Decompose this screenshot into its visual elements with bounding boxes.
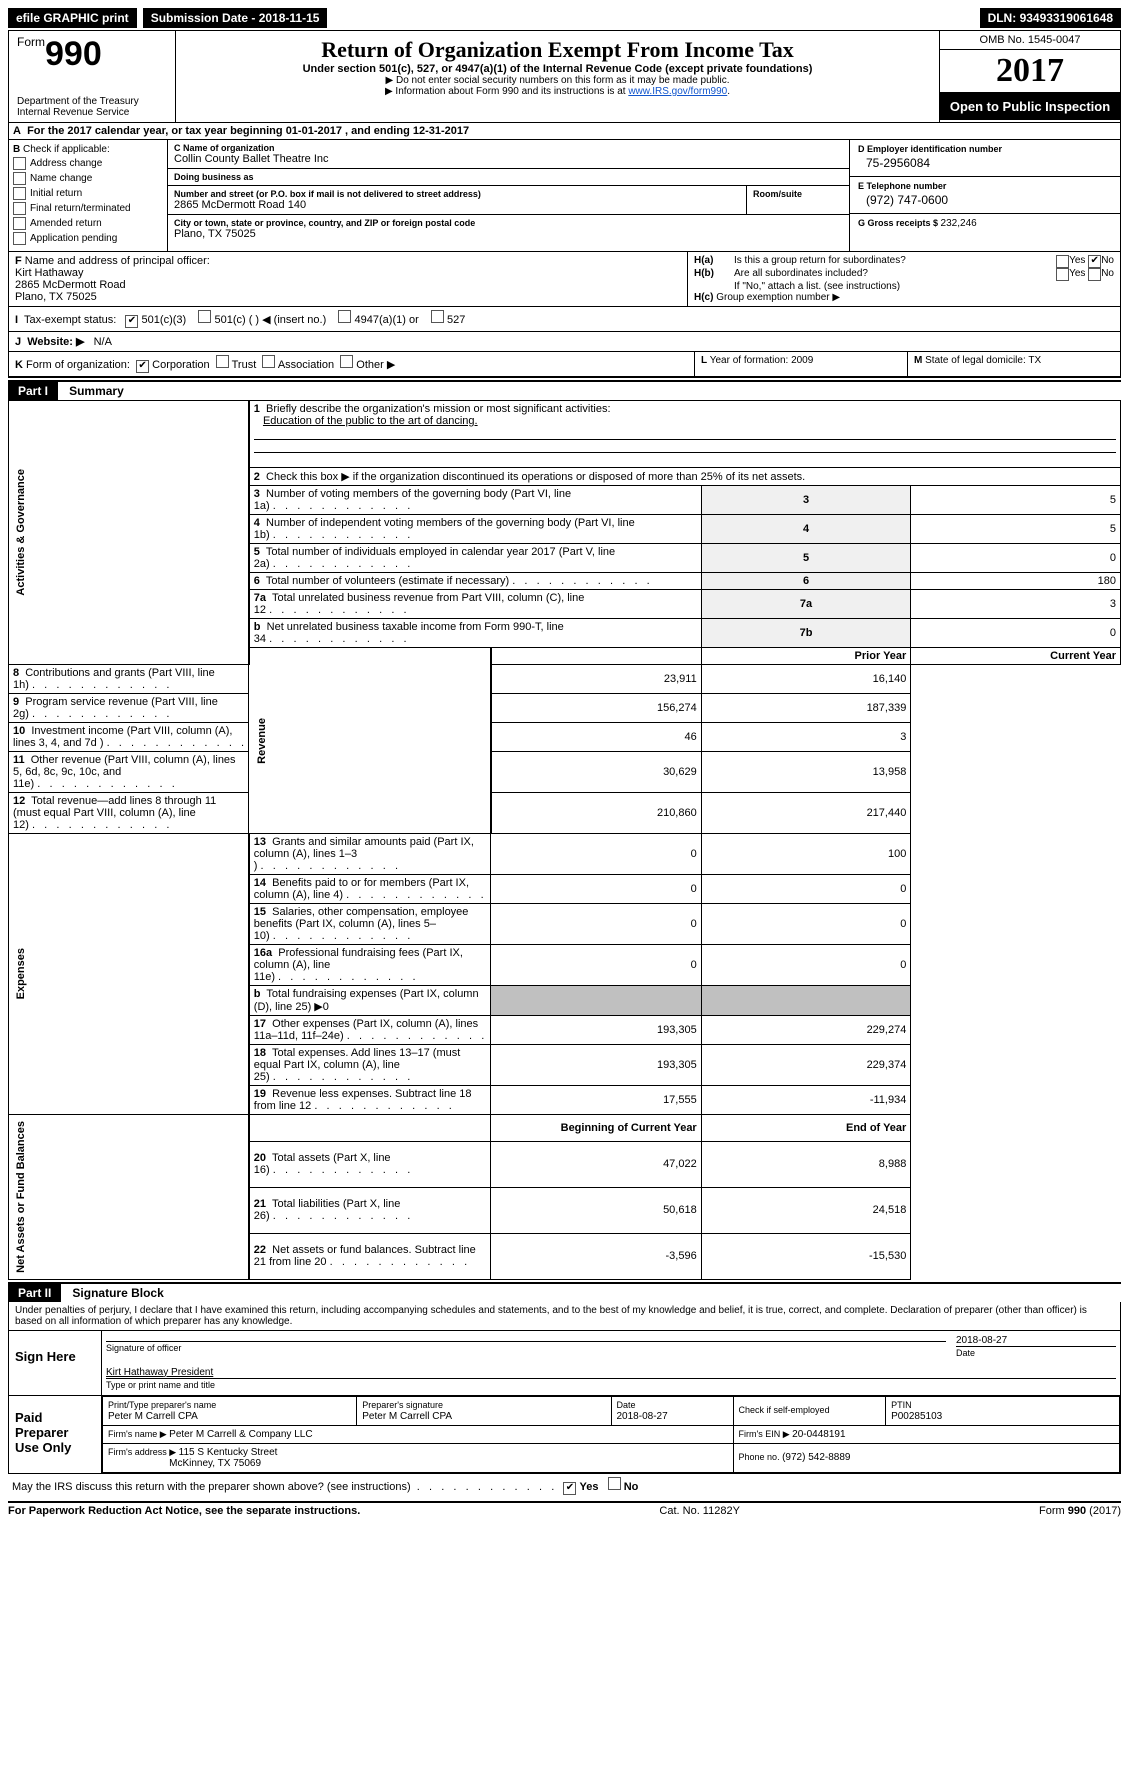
table-row: 12 Total revenue—add lines 8 through 11 …	[9, 793, 1121, 834]
irs-link[interactable]: www.IRS.gov/form990	[628, 86, 727, 97]
irs-label: Internal Revenue Service	[17, 107, 167, 118]
efile-tag: efile GRAPHIC print	[8, 8, 137, 28]
checkbox-initial-return[interactable]	[13, 187, 26, 200]
firm-phone: (972) 542-8889	[782, 1452, 850, 1463]
part-1-header: Part I Summary	[8, 380, 1121, 400]
org-city: Plano, TX 75025	[174, 228, 843, 240]
phone: (972) 747-0600	[858, 191, 1112, 209]
checkbox-group-yes[interactable]	[1056, 255, 1069, 268]
row-a: A For the 2017 calendar year, or tax yea…	[8, 123, 1121, 140]
preparer-block: Paid Preparer Use Only Print/Type prepar…	[8, 1396, 1121, 1474]
checkbox-discuss-no[interactable]	[608, 1477, 621, 1490]
row-i: I Tax-exempt status: 501(c)(3) 501(c) ( …	[8, 307, 1121, 332]
checkbox-name-change[interactable]	[13, 172, 26, 185]
form-title: Return of Organization Exempt From Incom…	[182, 37, 933, 63]
paid-preparer-label: Paid Preparer Use Only	[9, 1396, 102, 1473]
checkbox-discuss-yes[interactable]	[563, 1482, 576, 1495]
form-number-box: Form990 Department of the Treasury Inter…	[9, 31, 176, 122]
table-row: 9 Program service revenue (Part VIII, li…	[9, 694, 1121, 723]
perjury-text: Under penalties of perjury, I declare th…	[8, 1302, 1121, 1331]
omb-year-box: OMB No. 1545-0047 2017 Open to Public In…	[940, 31, 1120, 122]
officer-typed-name: Kirt Hathaway President	[106, 1367, 213, 1378]
signature-block: Sign Here Signature of officer 2018-08-2…	[8, 1331, 1121, 1396]
side-label-net: Net Assets or Fund Balances	[13, 1117, 29, 1277]
col-d-ein-phone: D Employer identification number 75-2956…	[849, 140, 1120, 251]
checkbox-other[interactable]	[340, 355, 353, 368]
entity-info-box: B Check if applicable: Address change Na…	[8, 140, 1121, 252]
side-label-governance: Activities & Governance	[13, 465, 29, 600]
org-street: 2865 McDermott Road 140	[174, 199, 740, 211]
form-number: 990	[45, 35, 102, 73]
firm-name: Peter M Carrell & Company LLC	[169, 1429, 312, 1440]
form-ref: Form 990 (2017)	[1039, 1505, 1121, 1517]
org-name: Collin County Ballet Theatre Inc	[174, 153, 843, 165]
header-block: Form990 Department of the Treasury Inter…	[8, 30, 1121, 123]
topbar: efile GRAPHIC print Submission Date - 20…	[8, 8, 1121, 28]
row-f-h: F Name and address of principal officer:…	[8, 252, 1121, 307]
dept-treasury: Department of the Treasury	[17, 96, 167, 107]
submission-tag: Submission Date - 2018-11-15	[143, 8, 328, 28]
col-b-checkboxes: B Check if applicable: Address change Na…	[9, 140, 168, 251]
state-domicile: TX	[1028, 355, 1041, 366]
checkbox-527[interactable]	[431, 310, 444, 323]
col-end-year: End of Year	[701, 1115, 911, 1142]
officer-name: Kirt Hathaway	[15, 267, 83, 279]
dln-tag: DLN: 93493319061648	[980, 8, 1121, 28]
checkbox-address-change[interactable]	[13, 157, 26, 170]
preparer-name: Peter M Carrell CPA	[108, 1411, 198, 1422]
website: N/A	[94, 336, 112, 348]
table-row: 11 Other revenue (Part VIII, column (A),…	[9, 752, 1121, 793]
ein: 75-2956084	[858, 154, 1112, 172]
side-label-expenses: Expenses	[13, 944, 29, 1003]
col-current-year: Current Year	[911, 648, 1121, 665]
col-begin-year: Beginning of Current Year	[491, 1115, 701, 1142]
sign-here-label: Sign Here	[9, 1331, 102, 1395]
checkbox-group-no[interactable]	[1088, 255, 1101, 268]
form-subtitle: Under section 501(c), 527, or 4947(a)(1)…	[182, 63, 933, 75]
checkbox-4947[interactable]	[338, 310, 351, 323]
part1-table: Activities & Governance 1 Briefly descri…	[8, 400, 1121, 1280]
cat-no: Cat. No. 11282Y	[659, 1505, 740, 1517]
row-j: J Website: ▶ N/A	[8, 332, 1121, 352]
row-k: K Form of organization: Corporation Trus…	[8, 352, 1121, 378]
discuss-row: May the IRS discuss this return with the…	[8, 1474, 1121, 1498]
footer: For Paperwork Reduction Act Notice, see …	[8, 1501, 1121, 1517]
checkbox-amended[interactable]	[13, 217, 26, 230]
col-prior-year: Prior Year	[701, 648, 911, 665]
checkbox-subs-no[interactable]	[1088, 268, 1101, 281]
mission: Education of the public to the art of da…	[263, 415, 478, 427]
public-inspection: Open to Public Inspection	[940, 93, 1120, 120]
firm-ein: 20-0448191	[792, 1429, 845, 1440]
table-row: 8 Contributions and grants (Part VIII, l…	[9, 665, 1121, 694]
title-box: Return of Organization Exempt From Incom…	[176, 31, 940, 122]
col-c-org-info: C Name of organization Collin County Bal…	[168, 140, 849, 251]
checkbox-501c[interactable]	[198, 310, 211, 323]
ptin: P00285103	[891, 1411, 942, 1422]
year-formation: 2009	[791, 355, 813, 366]
paperwork-notice: For Paperwork Reduction Act Notice, see …	[8, 1505, 360, 1517]
checkbox-assoc[interactable]	[262, 355, 275, 368]
omb-number: OMB No. 1545-0047	[940, 31, 1120, 50]
checkbox-app-pending[interactable]	[13, 232, 26, 245]
tax-year: 2017	[940, 50, 1120, 93]
checkbox-501c3[interactable]	[125, 315, 138, 328]
part-2-header: Part II Signature Block	[8, 1282, 1121, 1302]
table-row: 10 Investment income (Part VIII, column …	[9, 723, 1121, 752]
checkbox-subs-yes[interactable]	[1056, 268, 1069, 281]
checkbox-corp[interactable]	[136, 360, 149, 373]
gross-receipts: 232,246	[941, 218, 977, 229]
checkbox-trust[interactable]	[216, 355, 229, 368]
checkbox-final-return[interactable]	[13, 202, 26, 215]
side-label-revenue: Revenue	[254, 714, 270, 768]
sig-date: 2018-08-27	[956, 1335, 1007, 1346]
